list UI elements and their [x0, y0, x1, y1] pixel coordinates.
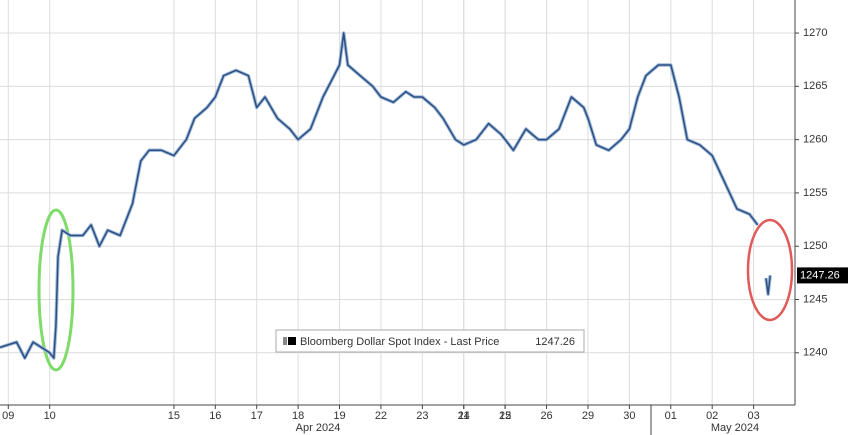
y-tick-label: 1240 — [803, 347, 827, 359]
y-tick-label: 1255 — [803, 187, 827, 199]
legend-value: 1247.26 — [535, 336, 575, 348]
month-label: Apr 2024 — [296, 422, 341, 434]
x-tick-label: 24 — [458, 410, 470, 422]
line — [0, 32, 771, 359]
x-tick-label: 03 — [747, 410, 759, 422]
x-tick-label: 01 — [665, 410, 677, 422]
x-tick-label: 25 — [499, 410, 511, 422]
x-tick-label: 29 — [582, 410, 594, 422]
x-tick-label: 11 — [458, 410, 469, 422]
legend-label: Bloomberg Dollar Spot Index - Last Price — [300, 336, 499, 348]
highlight-ellipse — [37, 208, 75, 372]
x-tick-label: 12 — [499, 410, 511, 422]
x-tick-label: 18 — [292, 410, 304, 422]
x-tick-label: 30 — [623, 410, 635, 422]
x-tick-label: 19 — [333, 410, 345, 422]
legend: Bloomberg Dollar Spot Index - Last Price… — [275, 329, 585, 353]
y-tick-label: 1250 — [803, 240, 827, 252]
y-tick-label: 1270 — [803, 27, 827, 39]
x-tick-label: 02 — [706, 410, 718, 422]
legend-box — [275, 329, 585, 353]
line-halo — [0, 31, 772, 360]
legend-swatch — [288, 337, 296, 345]
x-tick-label: 23 — [416, 410, 428, 422]
y-tick-label: 1245 — [803, 293, 827, 305]
x-tick-label: 10 — [44, 410, 56, 422]
x-tick-label: 26 — [540, 410, 552, 422]
last-price-label: 1247.26 — [800, 269, 840, 281]
x-tick-label: 15 — [168, 410, 180, 422]
x-tick-label: 16 — [209, 410, 221, 422]
legend-swatch — [283, 337, 287, 345]
x-tick-label: 09 — [2, 410, 14, 422]
x-tick-label: 22 — [375, 410, 387, 422]
last-price-tag — [797, 267, 848, 284]
highlight-ellipse — [746, 218, 794, 322]
month-label: May 2024 — [711, 422, 759, 434]
y-tick-label: 1265 — [803, 80, 827, 92]
x-tick-label: 17 — [251, 410, 263, 422]
y-tick-label: 1260 — [803, 134, 827, 146]
